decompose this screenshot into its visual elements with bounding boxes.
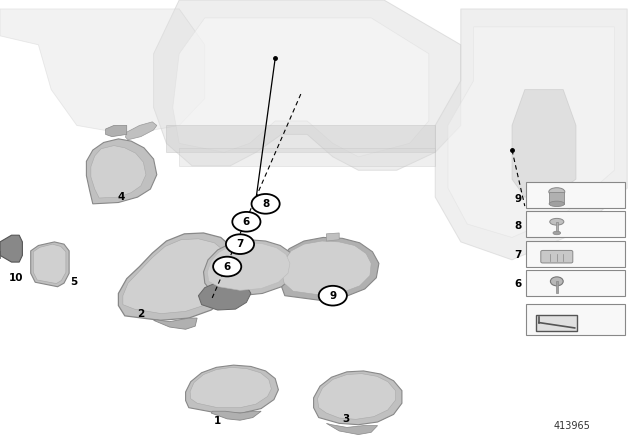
Polygon shape <box>435 9 627 260</box>
Polygon shape <box>190 367 271 408</box>
Ellipse shape <box>548 188 564 196</box>
Ellipse shape <box>553 231 561 235</box>
Text: 8: 8 <box>262 199 269 209</box>
Bar <box>556 222 558 233</box>
Ellipse shape <box>550 218 564 225</box>
Polygon shape <box>282 241 371 295</box>
Polygon shape <box>166 125 435 152</box>
Text: 6: 6 <box>223 262 231 271</box>
Text: 2: 2 <box>137 309 145 319</box>
Polygon shape <box>326 233 339 241</box>
Polygon shape <box>31 242 69 287</box>
Polygon shape <box>317 374 396 419</box>
Text: 6: 6 <box>243 217 250 227</box>
Text: 4: 4 <box>118 192 125 202</box>
Polygon shape <box>278 237 379 300</box>
Polygon shape <box>512 90 576 197</box>
Polygon shape <box>86 139 157 204</box>
Circle shape <box>232 212 260 232</box>
Circle shape <box>226 234 254 254</box>
Polygon shape <box>123 239 232 314</box>
Polygon shape <box>154 0 461 170</box>
Circle shape <box>319 286 347 306</box>
Polygon shape <box>154 318 197 329</box>
Bar <box>526 211 625 237</box>
FancyBboxPatch shape <box>541 250 573 263</box>
Text: 413965: 413965 <box>553 421 590 431</box>
Text: 6: 6 <box>515 280 522 289</box>
Text: 10: 10 <box>9 273 23 283</box>
Text: 1: 1 <box>214 416 221 426</box>
Text: 3: 3 <box>342 414 349 424</box>
Text: 5: 5 <box>70 277 77 287</box>
Polygon shape <box>448 27 614 237</box>
Bar <box>526 304 625 335</box>
Polygon shape <box>186 365 278 413</box>
Ellipse shape <box>549 201 564 207</box>
Polygon shape <box>106 125 127 137</box>
Polygon shape <box>211 411 261 420</box>
Polygon shape <box>198 281 251 310</box>
Bar <box>526 182 625 208</box>
Text: 7: 7 <box>236 239 244 249</box>
FancyBboxPatch shape <box>536 315 577 331</box>
Text: 7: 7 <box>515 250 522 260</box>
Polygon shape <box>125 122 157 140</box>
Bar <box>526 270 625 296</box>
Text: 8: 8 <box>515 221 522 231</box>
Text: 9: 9 <box>515 194 522 204</box>
Polygon shape <box>33 244 66 284</box>
Bar <box>556 281 558 293</box>
Text: 9: 9 <box>329 291 337 301</box>
Polygon shape <box>91 146 146 198</box>
Bar <box>549 192 564 204</box>
Polygon shape <box>0 235 22 262</box>
Ellipse shape <box>550 277 563 286</box>
Polygon shape <box>0 9 205 134</box>
Polygon shape <box>314 371 402 425</box>
Circle shape <box>252 194 280 214</box>
Circle shape <box>213 257 241 276</box>
Bar <box>526 241 625 267</box>
Polygon shape <box>204 240 296 296</box>
Polygon shape <box>118 233 240 320</box>
Polygon shape <box>179 148 435 166</box>
Polygon shape <box>326 423 378 435</box>
Polygon shape <box>207 243 290 290</box>
Polygon shape <box>173 18 429 157</box>
